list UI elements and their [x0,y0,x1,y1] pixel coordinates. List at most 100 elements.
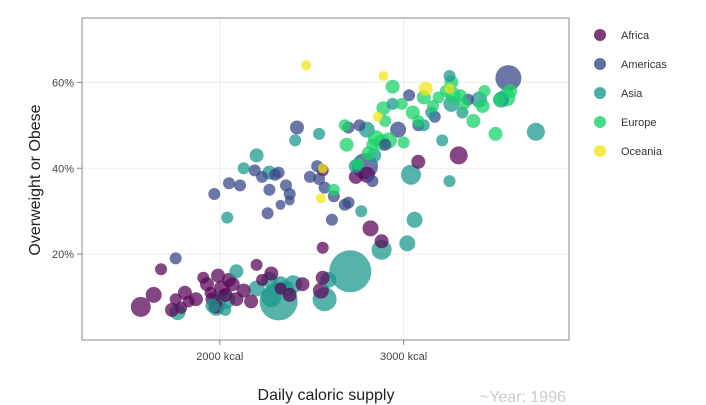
bubble-americas[interactable] [379,138,392,151]
bubble-asia[interactable] [205,298,220,313]
bubble-asia[interactable] [386,97,399,110]
bubble-asia[interactable] [399,235,416,252]
bubble-americas[interactable] [325,213,338,226]
bubble-americas[interactable] [313,173,326,185]
bubble-africa[interactable] [374,234,389,249]
bubble-africa[interactable] [218,287,233,302]
bubble-americas[interactable] [353,119,366,132]
bubble-africa[interactable] [182,295,195,308]
bubble-americas[interactable] [169,252,182,265]
bubble-europe[interactable] [395,97,408,110]
bubble-africa[interactable] [449,146,468,165]
bubble-africa[interactable] [211,268,225,283]
bubble-oceania[interactable] [444,83,455,94]
bubble-americas[interactable] [272,166,285,179]
axis-ticks: 2000 kcal 3000 kcal 20% 40% 60% [52,77,427,363]
bubble-europe[interactable] [478,85,491,97]
bubble-europe[interactable] [488,126,503,141]
bubble-americas[interactable] [263,183,276,196]
bubble-americas[interactable] [366,175,379,188]
bubble-africa[interactable] [316,241,329,254]
bubble-americas[interactable] [342,196,355,209]
bubble-africa[interactable] [155,263,167,276]
legend-label-asia[interactable]: Asia [621,88,643,100]
bubble-europe[interactable] [351,158,364,170]
bubble-asia[interactable] [401,164,421,185]
bubble-asia[interactable] [229,264,244,279]
bubble-oceania[interactable] [418,81,433,96]
bubble-asia[interactable] [219,303,232,316]
bubble-asia[interactable] [443,70,456,82]
bubble-asia[interactable] [237,162,250,175]
bubble-oceania[interactable] [372,111,383,122]
bubble-asia[interactable] [436,134,449,147]
bubble-africa[interactable] [236,283,251,298]
bubble-europe[interactable] [338,119,351,132]
bubble-africa[interactable] [256,273,269,286]
legend-swatch-americas[interactable] [594,58,606,70]
bubble-africa[interactable] [348,169,363,184]
bubble-africa[interactable] [282,287,297,302]
bubble-americas[interactable] [208,188,221,200]
bubble-americas[interactable] [318,181,331,194]
bubble-africa[interactable] [197,271,210,284]
bubble-oceania[interactable] [315,193,326,204]
bubble-africa[interactable] [244,294,259,309]
bubble-africa[interactable] [274,282,287,295]
bubble-americas[interactable] [284,195,295,206]
bubble-africa[interactable] [225,277,240,292]
legend-label-africa[interactable]: Africa [621,30,650,42]
bubble-africa[interactable] [411,154,426,169]
bubble-europe[interactable] [366,138,379,151]
bubble-asia[interactable] [355,205,368,218]
bubble-europe[interactable] [493,93,506,106]
bubble-europe[interactable] [458,97,471,110]
bubble-europe[interactable] [412,115,425,127]
bubble-europe[interactable] [327,183,340,196]
bubble-americas[interactable] [275,199,286,210]
bubble-americas[interactable] [256,170,269,183]
legend-swatch-asia[interactable] [594,87,606,99]
bubble-africa[interactable] [362,220,379,237]
bubble-africa[interactable] [264,266,279,281]
bubble-asia[interactable] [221,211,234,224]
bubble-europe[interactable] [397,136,410,149]
bubble-americas[interactable] [261,207,274,220]
bubble-africa[interactable] [204,286,217,299]
bubble-americas[interactable] [303,170,316,183]
bubble-asia[interactable] [329,250,372,293]
bubble-americas[interactable] [390,121,407,138]
bubble-americas[interactable] [495,65,522,92]
bubble-asia[interactable] [313,127,326,140]
legend-swatch-africa[interactable] [594,29,606,41]
bubble-asia[interactable] [443,175,456,188]
legend-swatch-oceania[interactable] [594,145,606,157]
bubble-asia[interactable] [406,211,423,228]
bubble-americas[interactable] [234,179,246,192]
bubble-europe[interactable] [466,114,481,128]
bubble-asia[interactable] [289,134,302,147]
bubble-africa[interactable] [295,277,310,292]
bubble-africa[interactable] [315,270,330,285]
bubble-asia[interactable] [249,148,264,163]
bubble-oceania[interactable] [301,60,312,71]
bubble-americas[interactable] [290,120,304,135]
legend-label-europe[interactable]: Europe [621,117,656,129]
bubble-africa[interactable] [130,296,151,317]
legend-label-oceania[interactable]: Oceania [621,146,663,158]
bubble-europe[interactable] [339,137,354,152]
bubble-europe[interactable] [503,84,518,98]
legend-swatch-europe[interactable] [594,116,606,128]
bubble-africa[interactable] [145,286,162,303]
bubble-europe[interactable] [427,100,439,112]
bubble-africa[interactable] [250,258,263,271]
bubble-europe[interactable] [475,99,490,113]
legend-label-americas[interactable]: Americas [621,59,667,71]
bubble-africa[interactable] [169,293,182,306]
bubble-europe[interactable] [385,79,400,94]
bubble-americas[interactable] [223,177,235,190]
bubble-asia[interactable] [526,122,545,141]
bubble-oceania[interactable] [378,71,389,81]
bubble-oceania[interactable] [317,163,328,174]
bubble-americas[interactable] [403,89,416,102]
